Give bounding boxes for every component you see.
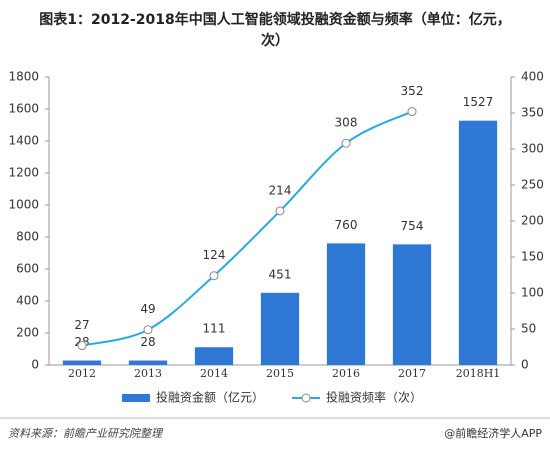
x-tick-label: 2018H1 (456, 367, 501, 380)
y2-tick-label: 100 (521, 286, 544, 300)
x-tick-label: 2016 (332, 367, 360, 380)
y-tick-label: 400 (16, 294, 39, 308)
y2-tick-label: 400 (521, 70, 544, 84)
y-tick-label: 0 (31, 358, 39, 372)
y2-tick-label: 250 (521, 178, 544, 192)
bar (128, 360, 168, 365)
chart-title: 图表1：2012-2018年中国人工智能领域投融资金额与频率（单位：亿元， (39, 11, 510, 28)
x-tick-label: 2012 (68, 367, 96, 380)
legend-swatch (301, 393, 311, 403)
bar (194, 347, 234, 365)
bar-label: 754 (401, 219, 424, 233)
y2-tick-label: 50 (521, 322, 536, 336)
line-marker (275, 206, 285, 216)
y2-tick-label: 0 (521, 358, 529, 372)
x-tick-label: 2014 (200, 367, 228, 380)
line-label: 124 (203, 248, 226, 262)
bar-label: 1527 (463, 95, 494, 109)
y2-tick-label: 200 (521, 214, 544, 228)
line-marker (407, 107, 417, 117)
line-label: 27 (74, 318, 89, 332)
bar (260, 292, 300, 365)
line-marker (77, 341, 87, 351)
y-tick-label: 1200 (8, 166, 39, 180)
y-tick-label: 1800 (8, 70, 39, 84)
brand: @前瞻经济学人APP (444, 426, 542, 440)
y-tick-label: 800 (16, 230, 39, 244)
line-marker (209, 271, 219, 281)
legend-label: 投融资金额（亿元） (156, 390, 264, 405)
bar (62, 360, 102, 365)
bar (392, 244, 432, 365)
y2-tick-label: 350 (521, 106, 544, 120)
line-label: 214 (269, 183, 292, 197)
y-tick-label: 200 (16, 326, 39, 340)
y-tick-label: 600 (16, 262, 39, 276)
legend-swatch (122, 394, 150, 402)
line-marker (341, 138, 351, 148)
line-label: 352 (401, 84, 424, 98)
y-tick-label: 1600 (8, 102, 39, 116)
line-label: 49 (140, 302, 155, 316)
chart-title: 次） (261, 32, 289, 49)
bar-label: 111 (203, 322, 226, 336)
bar-label: 451 (269, 267, 292, 281)
y2-tick-label: 150 (521, 250, 544, 264)
x-tick-label: 2017 (398, 367, 426, 380)
bar-label: 760 (335, 218, 358, 232)
y-tick-label: 1400 (8, 134, 39, 148)
bar (458, 120, 498, 366)
line-marker (143, 325, 153, 335)
x-tick-label: 2013 (134, 367, 162, 380)
bar (326, 243, 366, 365)
line-label: 308 (335, 116, 358, 130)
x-tick-label: 2015 (266, 367, 294, 380)
bar-label: 28 (140, 335, 155, 349)
legend-label: 投融资频率（次） (326, 390, 422, 405)
y-tick-label: 1000 (8, 198, 39, 212)
source: 资料来源：前瞻产业研究院整理 (8, 427, 164, 440)
y2-tick-label: 300 (521, 142, 544, 156)
